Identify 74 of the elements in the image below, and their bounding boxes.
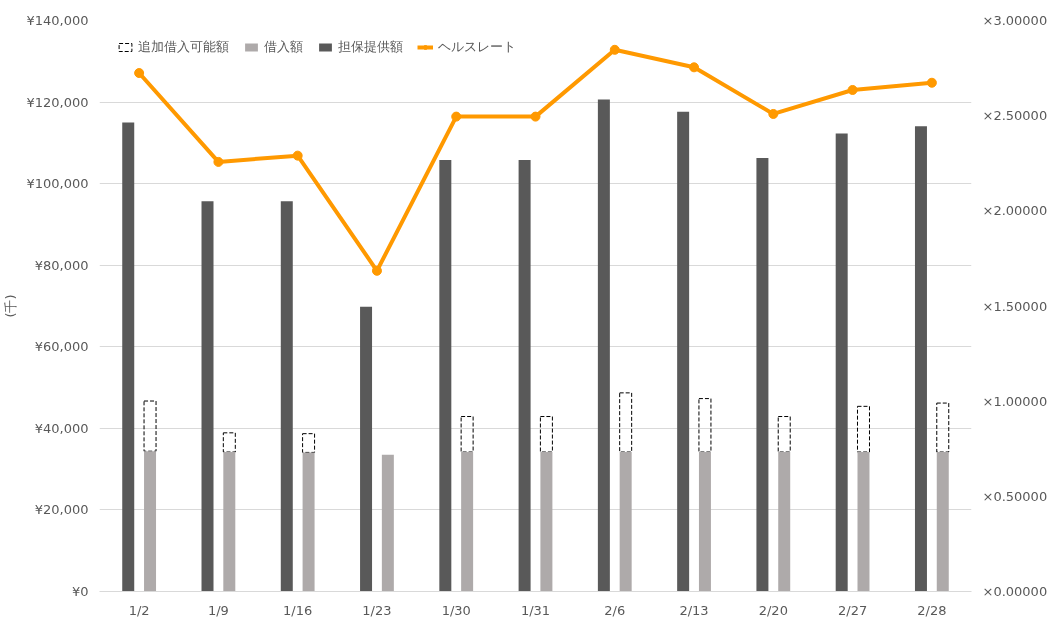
x-tick-label: 1/2 <box>128 602 150 618</box>
y-tick-label: ¥140,000 <box>26 13 89 28</box>
y-tick-label: ¥100,000 <box>26 176 89 192</box>
legend-label: 担保提供額 <box>338 38 403 56</box>
bar <box>302 452 315 592</box>
x-tick-label: 2/27 <box>837 602 868 618</box>
bar <box>857 405 870 453</box>
bar <box>914 126 927 592</box>
point <box>134 68 145 79</box>
bar <box>619 392 633 453</box>
point <box>292 150 303 161</box>
bar <box>280 201 293 592</box>
y-tick-label: ¥60,000 <box>34 339 89 355</box>
bar <box>936 402 950 453</box>
y2-tick-label: ×0.00000 <box>982 584 1048 599</box>
x-tick-label: 2/20 <box>758 602 788 618</box>
y2-tick-label: ×1.50000 <box>982 298 1048 314</box>
bar <box>539 416 553 453</box>
point <box>371 265 382 276</box>
y-axis-title: (千) <box>3 294 19 318</box>
bar <box>936 452 949 592</box>
x-tick-label: 2/6 <box>604 602 626 618</box>
point <box>530 111 541 122</box>
x-tick-label: 1/23 <box>362 602 392 618</box>
x-tick-label: 2/28 <box>917 602 947 618</box>
bar <box>302 433 316 453</box>
bar <box>144 451 157 592</box>
bar <box>439 159 452 592</box>
point <box>847 84 858 95</box>
y2-tick-label: ×3.00000 <box>982 13 1048 28</box>
y-tick-label: ¥40,000 <box>34 420 89 436</box>
bar <box>835 133 848 592</box>
bar <box>698 452 711 592</box>
bar <box>381 454 394 592</box>
point <box>689 62 700 73</box>
bar <box>461 452 474 592</box>
x-tick-label: 1/9 <box>207 602 229 618</box>
y-tick-label: ¥120,000 <box>26 94 89 110</box>
x-tick-label: 1/31 <box>520 602 551 618</box>
point <box>609 44 620 55</box>
legend-label: 追加借入可能額 <box>138 38 229 56</box>
y2-tick-label: ×2.50000 <box>982 108 1048 124</box>
point <box>451 111 462 122</box>
bar <box>460 416 474 453</box>
bar <box>222 432 236 453</box>
bar <box>360 306 373 592</box>
bar <box>201 201 214 592</box>
bar <box>597 99 610 592</box>
y-tick-label: ¥20,000 <box>34 502 89 518</box>
point <box>926 77 937 88</box>
point <box>768 108 779 119</box>
bar <box>518 159 531 592</box>
y2-tick-label: ×1.00000 <box>982 393 1048 409</box>
bar <box>857 452 870 592</box>
bar <box>698 398 712 453</box>
legend-label: 借入額 <box>264 38 303 56</box>
x-tick-label: 1/30 <box>441 602 471 618</box>
y-tick-label: ¥80,000 <box>34 257 89 273</box>
bar <box>756 157 769 592</box>
bar <box>122 122 135 592</box>
y2-tick-label: ×0.50000 <box>982 488 1048 504</box>
bar <box>143 400 157 452</box>
x-tick-label: 1/16 <box>283 602 313 618</box>
x-tick-label: 2/13 <box>679 602 709 618</box>
bar <box>778 452 791 592</box>
y2-tick-label: ×2.00000 <box>982 203 1048 219</box>
bar <box>677 111 690 592</box>
bar <box>777 416 791 453</box>
point <box>213 156 224 167</box>
bar <box>223 452 236 592</box>
bar <box>540 452 553 592</box>
legend-label: ヘルスレート <box>438 38 516 56</box>
bar <box>619 452 632 592</box>
y-tick-label: ¥0 <box>71 584 89 599</box>
